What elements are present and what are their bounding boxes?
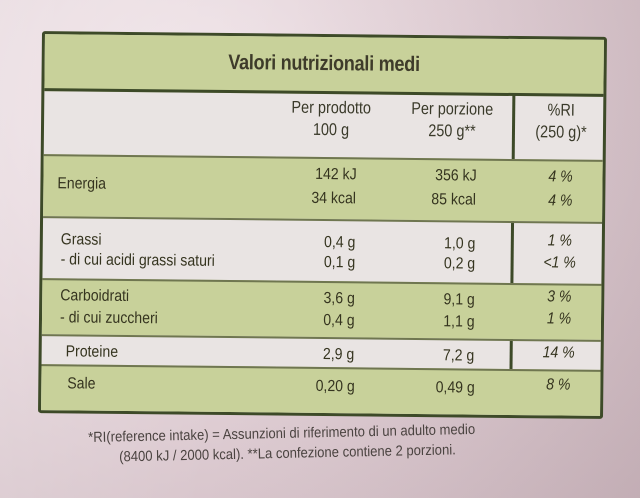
row-sublabel: - di cui zuccheri [59, 309, 158, 328]
row-label: Carboidrati [60, 287, 130, 305]
cell-per-product: 34 kcal [311, 189, 357, 208]
cell-ri: 3 % [547, 288, 572, 306]
cell-per-product: 3,6 g [323, 290, 356, 308]
row-label: Energia [57, 175, 107, 193]
cell-per-product: 2,9 g [323, 346, 355, 364]
cell-per-portion: 7,2 g [443, 347, 475, 365]
cell-per-product: 0,4 g [324, 234, 356, 252]
header-per-portion-line1: Per porzione [411, 98, 494, 119]
row-carboidrati: Carboidrati - di cui zuccheri 3,6 g 9,1 … [41, 278, 602, 340]
cell-per-portion: 0,49 g [435, 379, 475, 397]
cell-ri: 14 % [542, 344, 575, 362]
row-grassi: Grassi - di cui acidi grassi saturi 0,4 … [42, 216, 603, 284]
cell-per-portion: 0,2 g [444, 255, 476, 273]
cell-per-product: 0,20 g [315, 377, 355, 396]
cell-ri: 4 % [548, 168, 573, 186]
cell-per-product: 0,1 g [324, 254, 356, 272]
cell-per-portion: 9,1 g [443, 291, 476, 309]
title-bar: Valori nutrizionali medi [44, 34, 604, 97]
cell-per-portion: 85 kcal [431, 191, 477, 209]
cell-per-portion: 356 kJ [434, 167, 477, 185]
row-sublabel: - di cui acidi grassi saturi [60, 251, 215, 270]
cell-ri: 1 % [546, 310, 572, 328]
cell-per-product: 0,4 g [323, 312, 356, 330]
header-per-portion-line2: 250 g** [428, 121, 476, 141]
header-per-product: Per prodotto 100 g [284, 97, 378, 142]
row-label: Grassi [60, 231, 102, 249]
cell-per-portion: 1,1 g [443, 313, 476, 331]
cell-ri: <1 % [543, 254, 576, 272]
header-ri-line1: %RI [547, 100, 575, 120]
cell-ri: 8 % [546, 376, 571, 394]
header-per-product-line1: Per prodotto [291, 97, 372, 118]
cell-per-product: 142 kJ [314, 165, 357, 184]
header-ri-line2: (250 g)* [535, 122, 587, 142]
cell-per-portion: 1,0 g [444, 235, 476, 253]
header-ri: %RI (250 g)* [523, 99, 600, 144]
label-title: Valori nutrizionali medi [228, 51, 421, 77]
row-sale: Sale 0,20 g 0,49 g 8 % [41, 364, 601, 416]
row-label: Proteine [65, 343, 119, 361]
header-per-product-line2: 100 g [312, 119, 350, 140]
cell-ri: 4 % [548, 192, 573, 210]
row-energia: Energia 142 kJ 356 kJ 4 % 34 kcal 85 kca… [43, 154, 603, 222]
nutrition-label: Valori nutrizionali medi Per prodotto 10… [38, 31, 607, 419]
cell-ri: 1 % [547, 232, 573, 250]
header-per-portion: Per porzione 250 g** [404, 98, 500, 143]
row-label: Sale [67, 375, 96, 393]
